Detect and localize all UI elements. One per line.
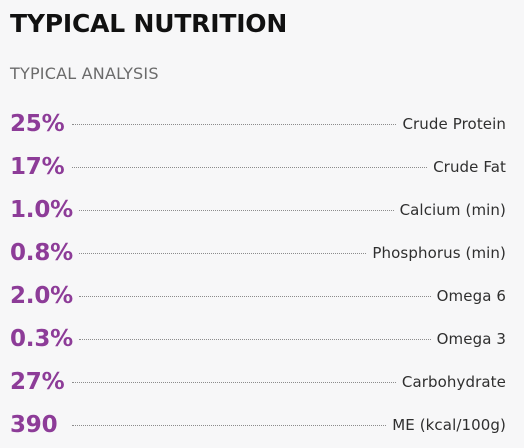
nutrient-label: Crude Fat xyxy=(433,157,506,176)
nutrient-value: 25% xyxy=(10,110,65,137)
analysis-row-crude-fat: 17% Crude Fat xyxy=(10,145,506,188)
nutrient-label: Phosphorus (min) xyxy=(372,243,506,262)
section-subtitle: TYPICAL ANALYSIS xyxy=(10,64,159,83)
nutrient-label: Omega 3 xyxy=(436,329,506,348)
dotted-leader xyxy=(72,167,428,168)
nutrient-value: 1.0% xyxy=(10,196,73,223)
dotted-leader xyxy=(79,339,431,340)
nutrient-value: 2.0% xyxy=(10,282,73,309)
analysis-row-phosphorus: 0.8% Phosphorus (min) xyxy=(10,231,506,274)
nutrient-label: ME (kcal/100g) xyxy=(392,415,506,434)
nutrient-value: 27% xyxy=(10,368,65,395)
nutrient-value: 390 xyxy=(10,411,58,438)
nutrient-value: 17% xyxy=(10,153,65,180)
nutrient-value: 0.3% xyxy=(10,325,73,352)
analysis-row-calcium: 1.0% Calcium (min) xyxy=(10,188,506,231)
analysis-list: 25% Crude Protein 17% Crude Fat 1.0% Cal… xyxy=(10,102,506,446)
analysis-row-carbohydrate: 27% Carbohydrate xyxy=(10,360,506,403)
dotted-leader xyxy=(79,253,367,254)
analysis-row-omega-6: 2.0% Omega 6 xyxy=(10,274,506,317)
nutrient-value: 0.8% xyxy=(10,239,73,266)
dotted-leader xyxy=(72,124,397,125)
page-title: TYPICAL NUTRITION xyxy=(10,9,288,38)
dotted-leader xyxy=(79,210,394,211)
dotted-leader xyxy=(72,382,396,383)
nutrient-label: Omega 6 xyxy=(436,286,506,305)
nutrient-label: Crude Protein xyxy=(402,114,506,133)
analysis-row-crude-protein: 25% Crude Protein xyxy=(10,102,506,145)
analysis-row-metabolizable-energy: 390 ME (kcal/100g) xyxy=(10,403,506,446)
dotted-leader xyxy=(72,425,387,426)
dotted-leader xyxy=(79,296,431,297)
analysis-row-omega-3: 0.3% Omega 3 xyxy=(10,317,506,360)
nutrient-label: Calcium (min) xyxy=(399,200,506,219)
nutrient-label: Carbohydrate xyxy=(401,372,506,391)
